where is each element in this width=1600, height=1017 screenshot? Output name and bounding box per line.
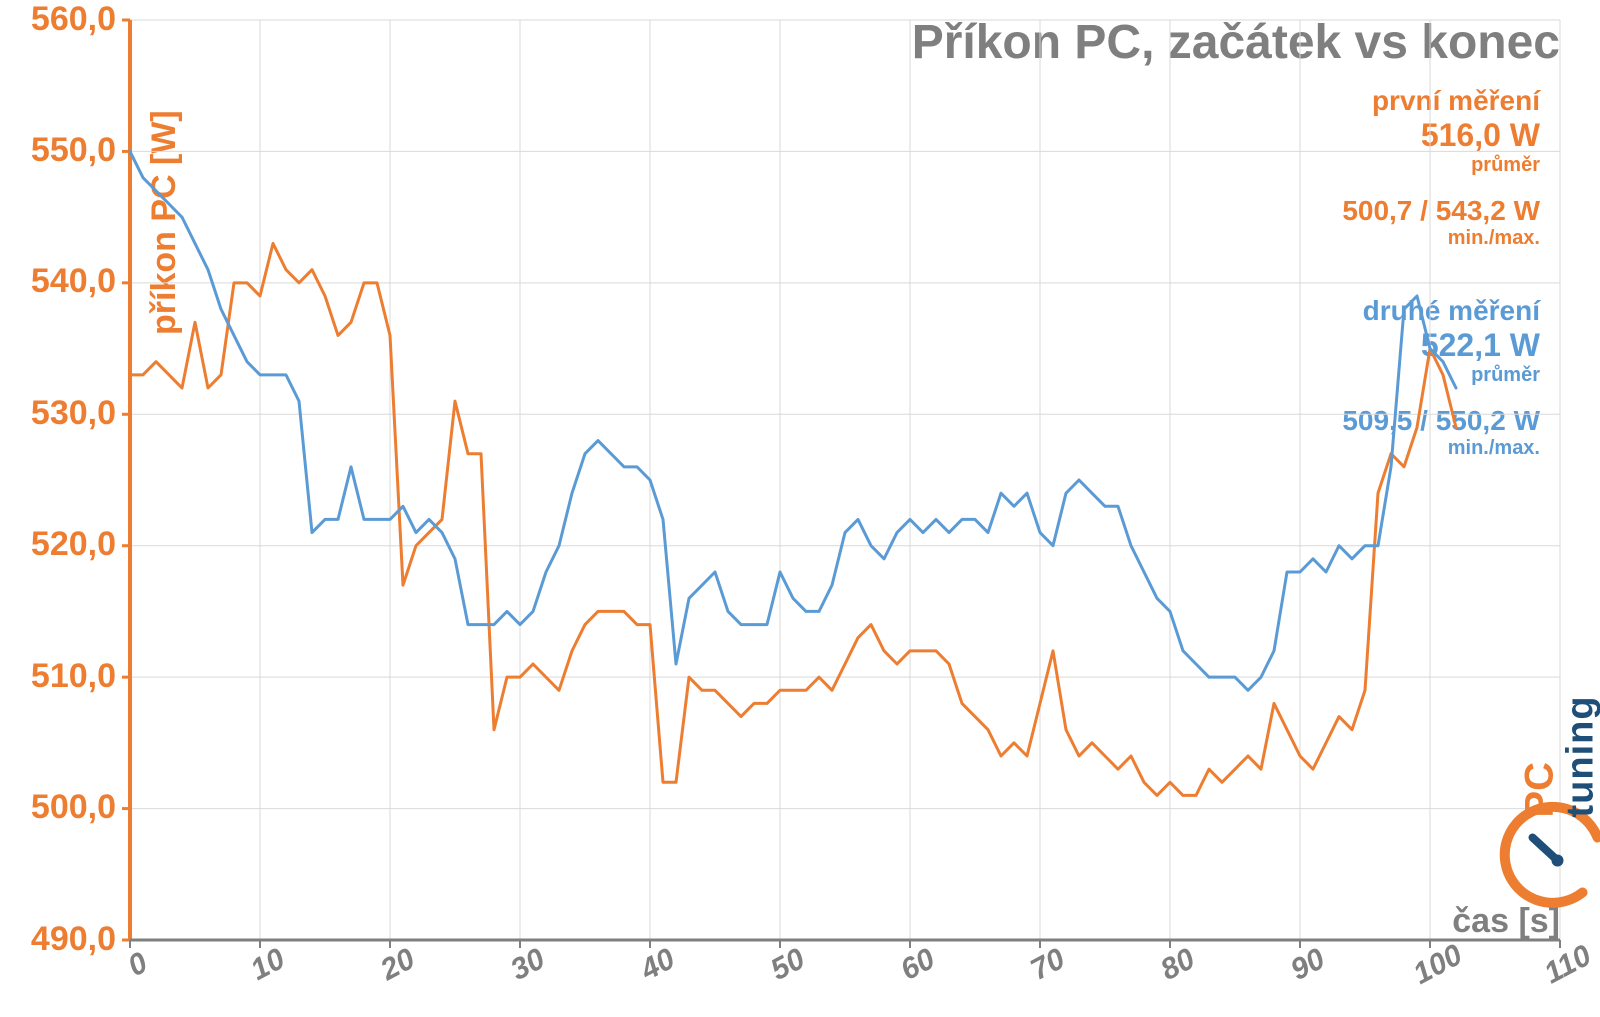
y-tick-label: 510,0 [0,657,116,696]
y-tick-label: 500,0 [0,788,116,827]
y-tick-label: 560,0 [0,0,116,39]
y-tick-label: 540,0 [0,262,116,301]
series-line-1 [130,151,1456,690]
pctuning-logo: PC tuning [1498,673,1600,933]
logo-tuning-text: tuning [1560,695,1600,817]
y-tick-label: 550,0 [0,131,116,170]
y-tick-label: 530,0 [0,394,116,433]
y-tick-label: 520,0 [0,525,116,564]
chart-plot [0,0,1600,1017]
logo-pc-text: PC [1518,762,1562,818]
y-tick-label: 490,0 [0,920,116,959]
